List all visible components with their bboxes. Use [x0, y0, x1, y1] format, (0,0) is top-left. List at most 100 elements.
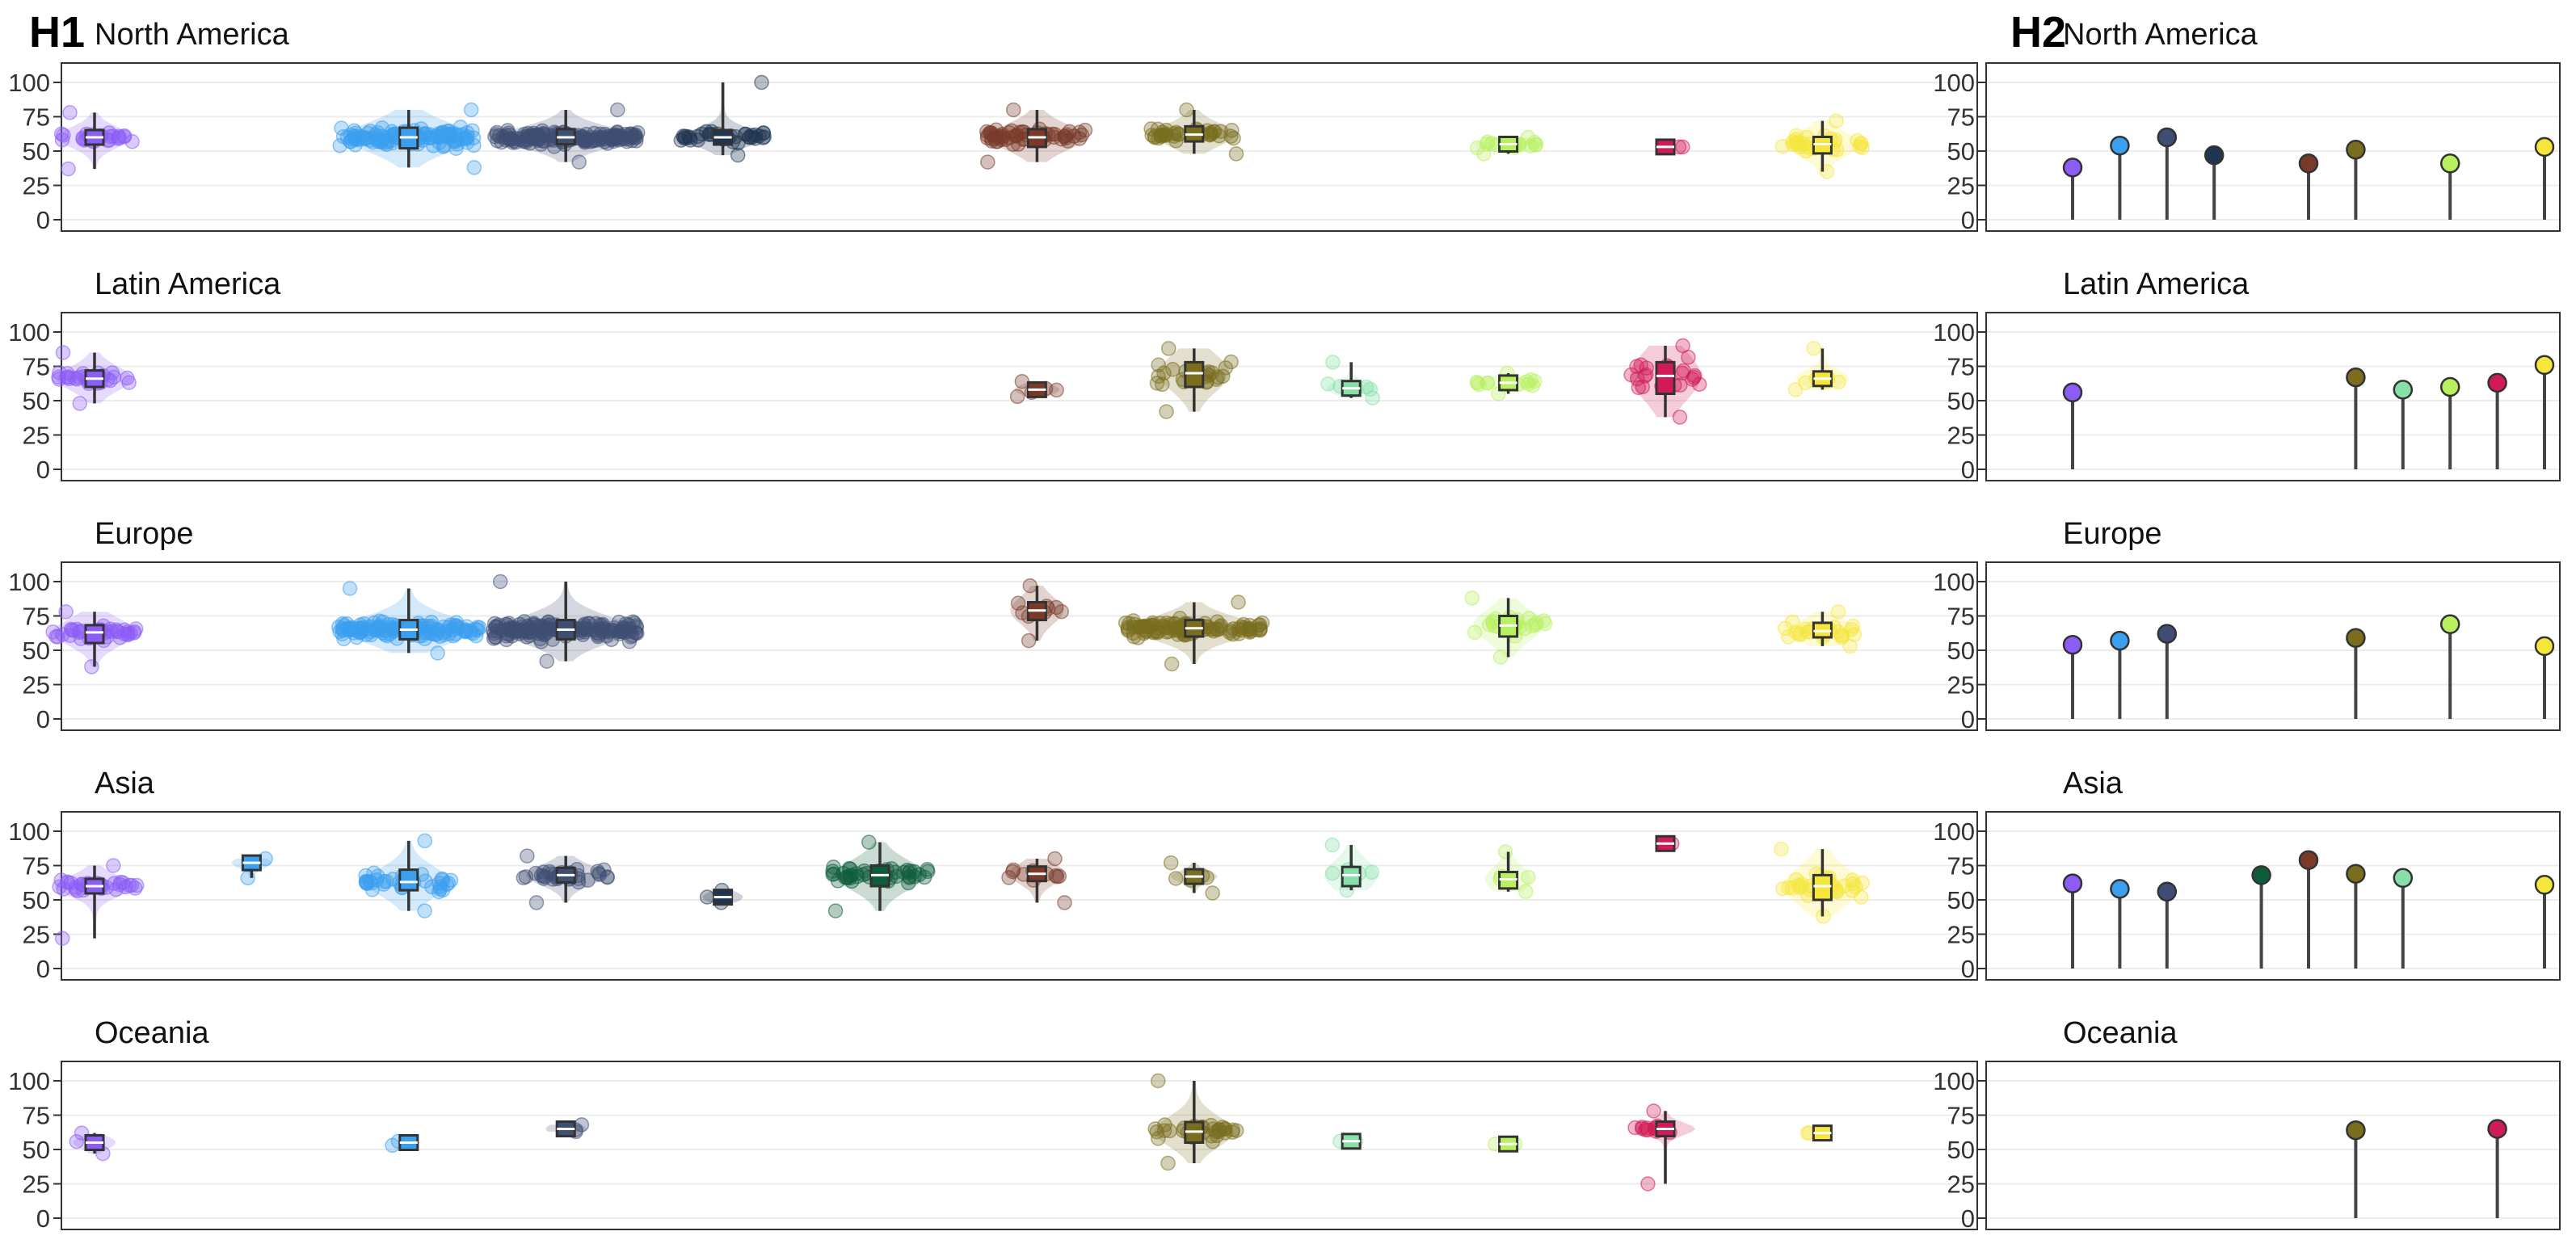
lollipop-head — [2157, 624, 2178, 644]
y-tick-label: 100 — [8, 817, 50, 846]
data-point — [1830, 604, 1846, 620]
data-point — [1497, 844, 1513, 859]
data-point — [365, 134, 381, 150]
lollipop-head — [2487, 372, 2507, 393]
data-point — [577, 624, 593, 640]
data-point — [1205, 885, 1220, 901]
data-point — [127, 624, 142, 640]
lollipop-head — [2251, 865, 2271, 885]
data-point — [575, 627, 591, 642]
data-point — [108, 881, 124, 897]
data-point — [1364, 864, 1380, 880]
data-point — [1672, 410, 1688, 425]
lollipop-head — [2062, 873, 2083, 893]
facet-panel-right-2: Europe 0 25 50 75 100 — [1933, 517, 2561, 733]
data-point — [1833, 628, 1850, 644]
lollipop-head — [2110, 879, 2130, 899]
data-point — [1627, 1120, 1643, 1136]
lollipop-head — [2203, 145, 2225, 166]
facet-title: Asia — [2063, 767, 2124, 801]
data-point — [1780, 629, 1796, 645]
data-point — [58, 604, 74, 620]
lollipop-head — [2487, 1119, 2507, 1139]
data-point — [1005, 137, 1021, 152]
facet-title: North America — [95, 18, 290, 52]
data-point — [606, 620, 622, 636]
data-point — [1252, 620, 1268, 637]
y-tick-label: 100 — [8, 318, 50, 347]
y-tick-label: 0 — [36, 1204, 50, 1233]
data-point — [621, 621, 638, 637]
y-tick-label: 75 — [1947, 852, 1975, 880]
y-tick-label: 100 — [1933, 568, 1975, 596]
lollipop-head — [2110, 135, 2130, 156]
data-point — [1521, 869, 1536, 885]
data-point — [112, 630, 128, 645]
data-point — [827, 903, 844, 918]
data-point — [1792, 139, 1808, 155]
data-point — [1774, 841, 1789, 857]
data-point — [1676, 363, 1691, 379]
y-tick-label: 50 — [23, 637, 50, 665]
data-point — [995, 129, 1011, 145]
y-tick-label: 100 — [1933, 1067, 1975, 1095]
facet-title: Asia — [95, 767, 155, 801]
data-point — [448, 615, 465, 630]
data-point — [1060, 133, 1075, 149]
data-point — [1206, 124, 1221, 140]
facet-panel-left-4: Oceania 0 25 50 75 100 — [8, 1016, 1978, 1233]
data-point — [920, 861, 935, 877]
data-point — [1788, 132, 1804, 147]
data-point — [1155, 376, 1170, 393]
data-point — [430, 645, 445, 661]
y-tick-label: 50 — [23, 886, 50, 914]
y-tick-label: 25 — [1947, 671, 1975, 700]
data-point — [468, 621, 484, 637]
lollipop-head — [2346, 628, 2366, 648]
data-point — [124, 133, 140, 149]
facet-panel-right-3: Asia 0 25 50 75 100 — [1933, 767, 2561, 983]
data-point — [629, 625, 645, 641]
data-point — [382, 626, 398, 642]
data-point — [587, 125, 602, 141]
data-point — [1217, 1121, 1232, 1137]
data-point — [62, 105, 78, 120]
y-tick-label: 0 — [36, 456, 50, 484]
facet-title: Oceania — [2063, 1016, 2178, 1050]
data-point — [532, 131, 548, 147]
data-point — [1774, 139, 1791, 154]
data-point — [730, 147, 746, 163]
data-point — [980, 154, 995, 170]
lollipop-head — [2439, 153, 2460, 174]
data-point — [902, 870, 917, 885]
data-point — [1151, 1073, 1166, 1089]
y-tick-label: 25 — [23, 422, 50, 450]
data-point — [1163, 616, 1178, 633]
data-point — [1254, 615, 1270, 631]
facet-panel-left-3: Asia 0 25 50 75 100 — [8, 767, 1978, 983]
data-point — [417, 833, 433, 849]
data-point — [1362, 381, 1378, 397]
data-point — [466, 160, 482, 175]
data-point — [103, 128, 118, 145]
panel-border — [1985, 62, 2561, 232]
data-point — [431, 128, 448, 145]
data-point — [698, 124, 714, 140]
y-tick-label: 25 — [23, 1170, 50, 1199]
y-tick-label: 75 — [23, 1102, 50, 1130]
box — [398, 868, 419, 892]
facet-panel-left-0: North America 0 25 50 75 100 — [8, 18, 1978, 234]
data-point — [1646, 1103, 1661, 1119]
data-point — [1014, 373, 1030, 389]
data-point — [1001, 870, 1017, 885]
y-tick-label: 25 — [1947, 172, 1975, 200]
data-point — [1160, 1155, 1176, 1171]
data-point — [450, 128, 465, 143]
data-point — [1470, 375, 1485, 391]
data-point — [1517, 884, 1534, 900]
panel-border — [1985, 561, 2561, 731]
data-point — [1022, 578, 1038, 594]
data-point — [1325, 355, 1341, 370]
data-point — [1854, 136, 1869, 151]
